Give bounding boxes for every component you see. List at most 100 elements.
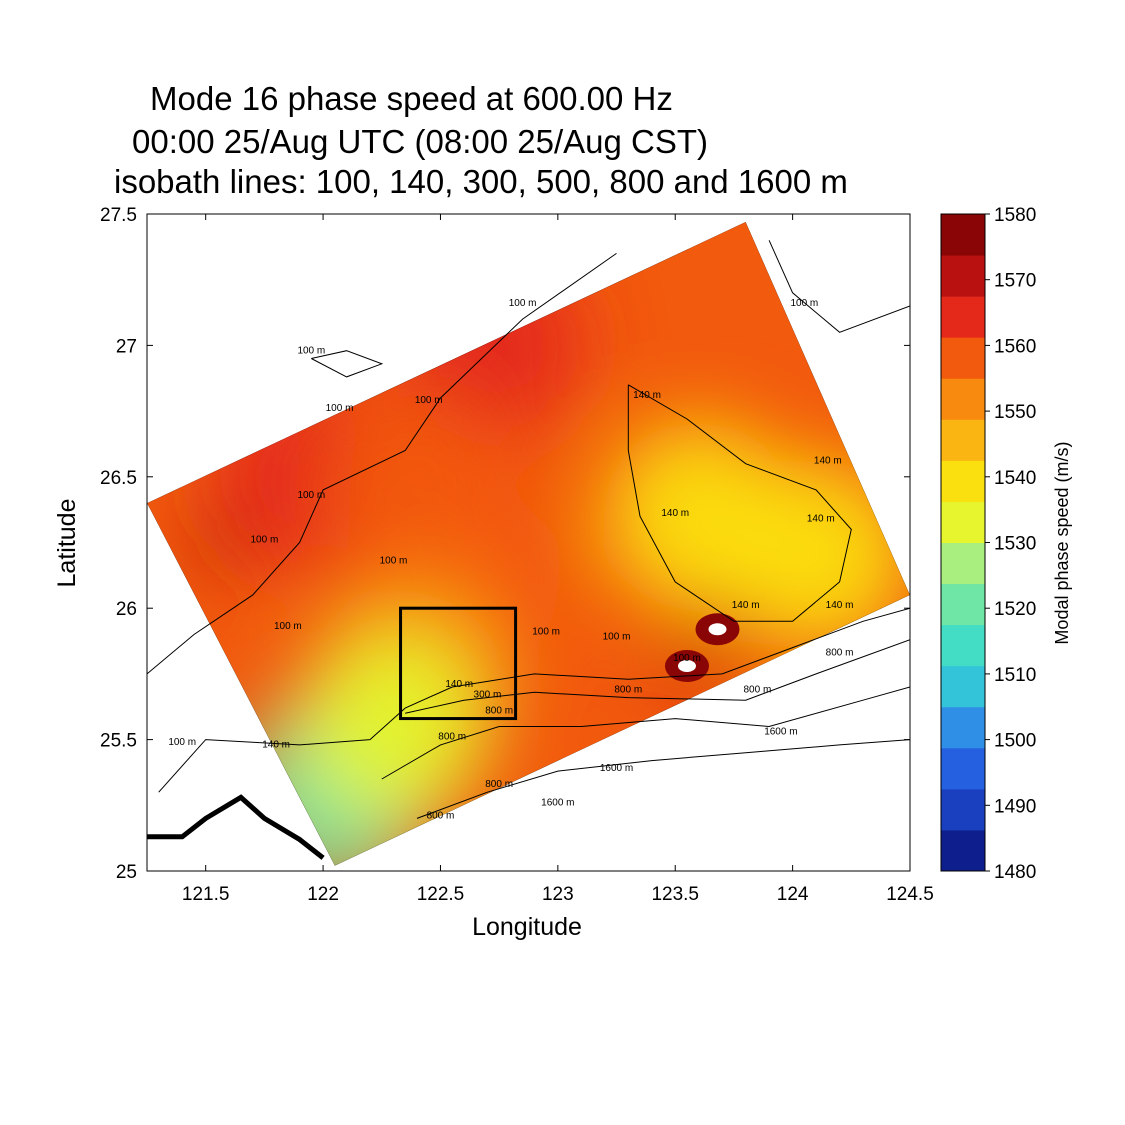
colorbar-tick-label-3: 1550	[994, 402, 1036, 423]
x-tick-label-5: 124	[777, 884, 809, 905]
chart-title-line-1: Mode 16 phase speed at 600.00 Hz	[150, 80, 673, 117]
isobath-line-1	[158, 607, 910, 793]
colorbar-tick-label-9: 1490	[994, 796, 1036, 817]
isobath-label-20: 140 m	[445, 679, 473, 690]
colorbar-tick-label-1: 1570	[994, 271, 1036, 292]
colorbar-band-12	[941, 337, 985, 379]
colorbar-band-6	[941, 583, 985, 626]
isobath-label-24: 800 m	[744, 684, 772, 695]
isobath-line-4	[416, 739, 910, 819]
y-tick-label-5: 27.5	[100, 205, 137, 226]
colorbar-band-3	[941, 706, 985, 749]
chart-title-line-3: isobath lines: 100, 140, 300, 500, 800 a…	[114, 163, 848, 200]
isobath-label-25: 800 m	[826, 648, 854, 659]
colorbar-band-11	[941, 378, 985, 420]
colorbar-tick-label-4: 1540	[994, 468, 1036, 489]
isobath-label-19: 140 m	[262, 739, 290, 750]
x-axis-title: Longitude	[472, 913, 582, 941]
isobath-line-5	[627, 384, 852, 622]
colorbar-band-1	[941, 788, 985, 831]
y-tick-label-2: 26	[116, 599, 137, 620]
colorbar-tick-label-0: 1580	[994, 205, 1036, 226]
colorbar-band-8	[941, 501, 985, 543]
isobath-label-13: 140 m	[633, 390, 661, 401]
isobath-label-4: 100 m	[250, 535, 278, 546]
isobath-label-16: 140 m	[814, 456, 842, 467]
colorbar-tick-label-2: 1560	[994, 336, 1036, 357]
colorbar-band-0	[941, 829, 985, 872]
field-zone-7	[721, 460, 910, 651]
colorbar-tick-label-8: 1500	[994, 731, 1036, 752]
coastline	[147, 794, 325, 860]
isobath-labels: 100 m 100 m 100 m 100 m 100 m 100 m 100 m 100 m…	[168, 298, 853, 821]
field-zone-0	[195, 520, 240, 565]
isobath-label-8: 100 m	[532, 626, 560, 637]
isobath-label-15: 140 m	[732, 600, 760, 611]
y-tick-label-4: 27	[116, 336, 137, 357]
isobath-label-9: 100 m	[603, 632, 631, 643]
isobath-label-11: 100 m	[168, 737, 196, 748]
inset-box	[399, 606, 518, 721]
hotspot-core-0	[708, 623, 727, 636]
phase-speed-field	[147, 221, 910, 866]
isobath-label-7: 100 m	[274, 621, 302, 632]
chart-title-line-2: 00:00 25/Aug UTC (08:00 25/Aug CST)	[132, 123, 708, 160]
isobath-label-30: 1600 m	[600, 763, 633, 774]
plot-frame	[146, 213, 911, 872]
colorbar-band-2	[941, 747, 985, 790]
isobath-label-26: 800 m	[438, 732, 466, 743]
isobath-label-28: 800 m	[427, 810, 455, 821]
colorbar-tick-label-10: 1480	[994, 862, 1036, 883]
isobath-line-6	[768, 240, 910, 333]
isobath-label-0: 100 m	[297, 345, 325, 356]
isobath-label-18: 140 m	[826, 600, 854, 611]
isobath-label-23: 800 m	[614, 684, 642, 695]
y-axis-title: Latitude	[53, 499, 81, 588]
isobath-line-3	[381, 686, 910, 780]
field-zone-9	[298, 631, 489, 822]
isobath-line-0	[147, 252, 617, 675]
isobath-label-5: 100 m	[380, 556, 408, 567]
isobath-label-10: 100 m	[673, 653, 701, 664]
x-tick-label-0: 121.5	[182, 884, 230, 905]
isobath-label-14: 140 m	[661, 508, 689, 519]
y-tick-label-3: 26.5	[100, 468, 137, 489]
isobath-label-27: 800 m	[485, 779, 513, 790]
isobath-label-6: 100 m	[297, 490, 325, 501]
isobath-label-12: 100 m	[790, 298, 818, 309]
x-tick-label-6: 124.5	[886, 884, 934, 905]
colorbar-label: Modal phase speed (m/s)	[1052, 441, 1072, 644]
colorbar-band-10	[941, 419, 985, 461]
colorbar-band-5	[941, 624, 985, 667]
colorbar-band-13	[941, 296, 985, 338]
x-tick-label-4: 123.5	[651, 884, 699, 905]
isobath-label-3: 100 m	[415, 395, 443, 406]
x-tick-label-1: 122	[307, 884, 339, 905]
isobath-line-2	[405, 639, 910, 714]
isobath-label-22: 800 m	[485, 705, 513, 716]
colorbar-band-7	[941, 542, 985, 585]
colorbar-tick-label-5: 1530	[994, 534, 1036, 555]
isobath-label-1: 100 m	[509, 298, 537, 309]
x-tick-label-2: 122.5	[417, 884, 465, 905]
isobath-label-29: 1600 m	[764, 726, 797, 737]
hotspot-core-1	[677, 660, 696, 673]
y-tick-label-1: 25.5	[100, 731, 137, 752]
field-clipped	[147, 221, 910, 866]
axes: 121.5 122 122.5 123 123.5 124 124.5 25 25.5 26 26.…	[100, 205, 934, 905]
isobath-label-17: 140 m	[807, 513, 835, 524]
colorbar: 1580 1570 1560 1550 1540 1530 1520 1510 1500 1490…	[940, 205, 1036, 883]
colorbar-band-9	[941, 460, 985, 502]
isobath-label-31: 1600 m	[541, 797, 574, 808]
colorbar-band-14	[941, 255, 985, 297]
colorbar-band-4	[941, 665, 985, 708]
isobath-label-21: 300 m	[474, 690, 502, 701]
isobath-label-2: 100 m	[326, 403, 354, 414]
y-tick-label-0: 25	[116, 862, 137, 883]
colorbar-band-15	[941, 214, 985, 256]
isobath-line-7	[311, 350, 384, 378]
colorbar-tick-label-7: 1510	[994, 665, 1036, 686]
isobath-lines	[147, 240, 910, 860]
colorbar-tick-label-6: 1520	[994, 599, 1036, 620]
